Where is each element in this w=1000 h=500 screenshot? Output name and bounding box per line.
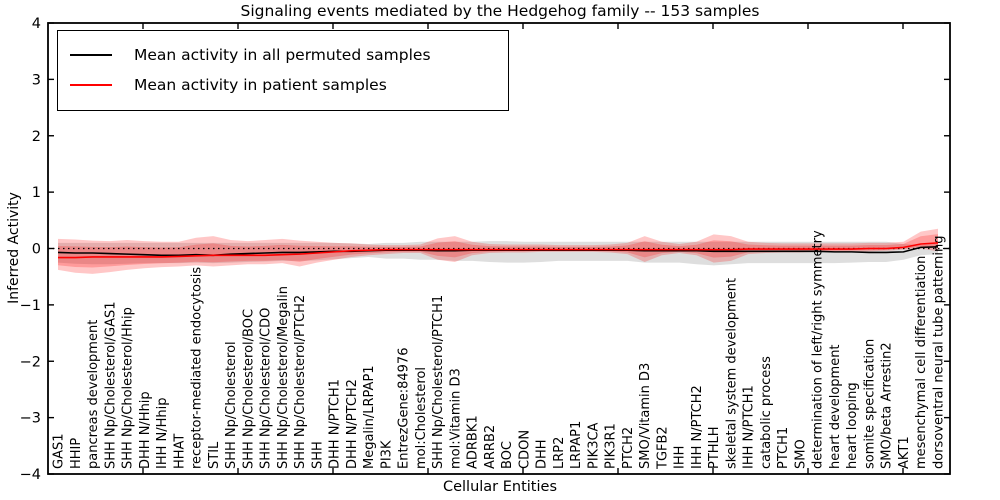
x-tick-label: SHH bbox=[310, 441, 325, 469]
y-tick-label: 0 bbox=[32, 242, 41, 258]
x-axis-label: Cellular Entities bbox=[442, 479, 558, 495]
x-tick-label: PI3K bbox=[379, 440, 394, 469]
x-tick-label: somite specification bbox=[862, 339, 877, 469]
y-tick-label: −3 bbox=[20, 411, 41, 427]
x-tick-label: mesenchymal cell differentiation bbox=[914, 256, 929, 469]
legend-box: Mean activity in all permuted samples Me… bbox=[57, 30, 509, 111]
x-tick-label: pancreas development bbox=[86, 320, 101, 469]
x-tick-label: LRP2 bbox=[552, 437, 567, 469]
x-tick-label: GAS1 bbox=[52, 434, 67, 470]
x-tick-label: DHH N/PTCH2 bbox=[345, 379, 360, 469]
x-tick-label: receptor-mediated endocytosis bbox=[190, 267, 205, 469]
patient-line-swatch bbox=[70, 84, 112, 86]
patient-mean-line bbox=[58, 242, 939, 259]
x-tick-label: Megalin/LRPAP1 bbox=[362, 365, 377, 469]
x-tick-label: determination of left/right symmetry bbox=[811, 230, 826, 469]
x-tick-label: DHH bbox=[535, 439, 550, 469]
x-tick-label: PTCH1 bbox=[776, 427, 791, 469]
x-tick-label: ADRBK1 bbox=[466, 415, 481, 469]
x-tick-label: SHH Np/Cholesterol/Hhip bbox=[121, 307, 136, 469]
x-tick-label: ARRB2 bbox=[483, 425, 498, 469]
x-tick-label: SMO/Vitamin D3 bbox=[638, 363, 653, 469]
y-tick-label: −2 bbox=[20, 354, 41, 370]
x-tick-label: SHH Np/Cholesterol/BOC bbox=[241, 309, 256, 469]
x-tick-label: SHH Np/Cholesterol/PTCH2 bbox=[293, 295, 308, 469]
x-tick-label: PIK3CA bbox=[586, 422, 601, 469]
y-axis-label: Inferred Activity bbox=[6, 192, 22, 304]
y-tick-label: −4 bbox=[20, 467, 41, 483]
x-tick-label: mol:Cholesterol bbox=[414, 367, 429, 469]
x-tick-label: TGFB2 bbox=[655, 426, 670, 470]
x-tick-label: DHH N/Hhip bbox=[138, 391, 153, 469]
permuted-std-band bbox=[58, 241, 938, 266]
y-tick-label: 3 bbox=[32, 72, 41, 88]
x-tick-label: HHIP bbox=[69, 438, 84, 469]
legend-label-permuted: Mean activity in all permuted samples bbox=[134, 46, 431, 64]
patient-std-band-outer bbox=[58, 228, 938, 274]
legend-label-patient: Mean activity in patient samples bbox=[134, 76, 387, 94]
x-tick-label: LRPAP1 bbox=[569, 421, 584, 469]
x-tick-label: SHH Np/Cholesterol/CDO bbox=[259, 308, 274, 469]
x-tick-label: IHH N/PTCH1 bbox=[742, 385, 757, 469]
x-tick-label: skeletal system development bbox=[724, 278, 739, 469]
x-tick-label: heart development bbox=[828, 344, 843, 469]
x-tick-label: IHH N/PTCH2 bbox=[690, 385, 705, 469]
x-tick-label: PTCH2 bbox=[621, 427, 636, 469]
chart-title: Signaling events mediated by the Hedgeho… bbox=[240, 2, 760, 20]
x-tick-label: BOC bbox=[500, 441, 515, 469]
permuted-line-swatch bbox=[70, 54, 112, 56]
y-tick-label: 1 bbox=[32, 185, 41, 201]
y-tick-label: −1 bbox=[20, 298, 41, 314]
y-tick-label: 2 bbox=[32, 129, 41, 145]
x-tick-label: SHH Np/Cholesterol/Megalin bbox=[276, 286, 291, 469]
x-tick-label: CDON bbox=[517, 430, 532, 469]
x-tick-label: heart looping bbox=[845, 382, 860, 469]
x-tick-label: PTHLH bbox=[707, 426, 722, 469]
x-tick-label: DHH N/PTCH1 bbox=[328, 379, 343, 469]
x-tick-label: dorsoventral neural tube patterning bbox=[932, 236, 947, 469]
x-tick-label: PIK3R1 bbox=[604, 423, 619, 469]
x-tick-label: SHH Np/Cholesterol bbox=[224, 341, 239, 469]
x-tick-label: mol:Vitamin D3 bbox=[448, 368, 463, 469]
x-tick-label: SHH Np/Cholesterol/PTCH1 bbox=[431, 295, 446, 469]
x-tick-label: SMO/beta Arrestin2 bbox=[880, 342, 895, 469]
y-tick-label: 4 bbox=[32, 16, 41, 32]
x-tick-label: HHAT bbox=[172, 434, 187, 469]
x-tick-label: IHH bbox=[673, 446, 688, 469]
x-tick-label: STIL bbox=[207, 441, 222, 469]
x-tick-label: AKT1 bbox=[897, 436, 912, 469]
x-tick-label: catabolic process bbox=[759, 356, 774, 469]
x-tick-label: SHH Np/Cholesterol/GAS1 bbox=[103, 301, 118, 469]
legend-entry-permuted: Mean activity in all permuted samples bbox=[70, 40, 498, 70]
x-tick-label: IHH N/Hhip bbox=[155, 398, 170, 470]
x-tick-label: SMO bbox=[793, 439, 808, 469]
legend-entry-patient: Mean activity in patient samples bbox=[70, 70, 498, 100]
x-tick-label: EntrezGene:84976 bbox=[397, 348, 412, 469]
